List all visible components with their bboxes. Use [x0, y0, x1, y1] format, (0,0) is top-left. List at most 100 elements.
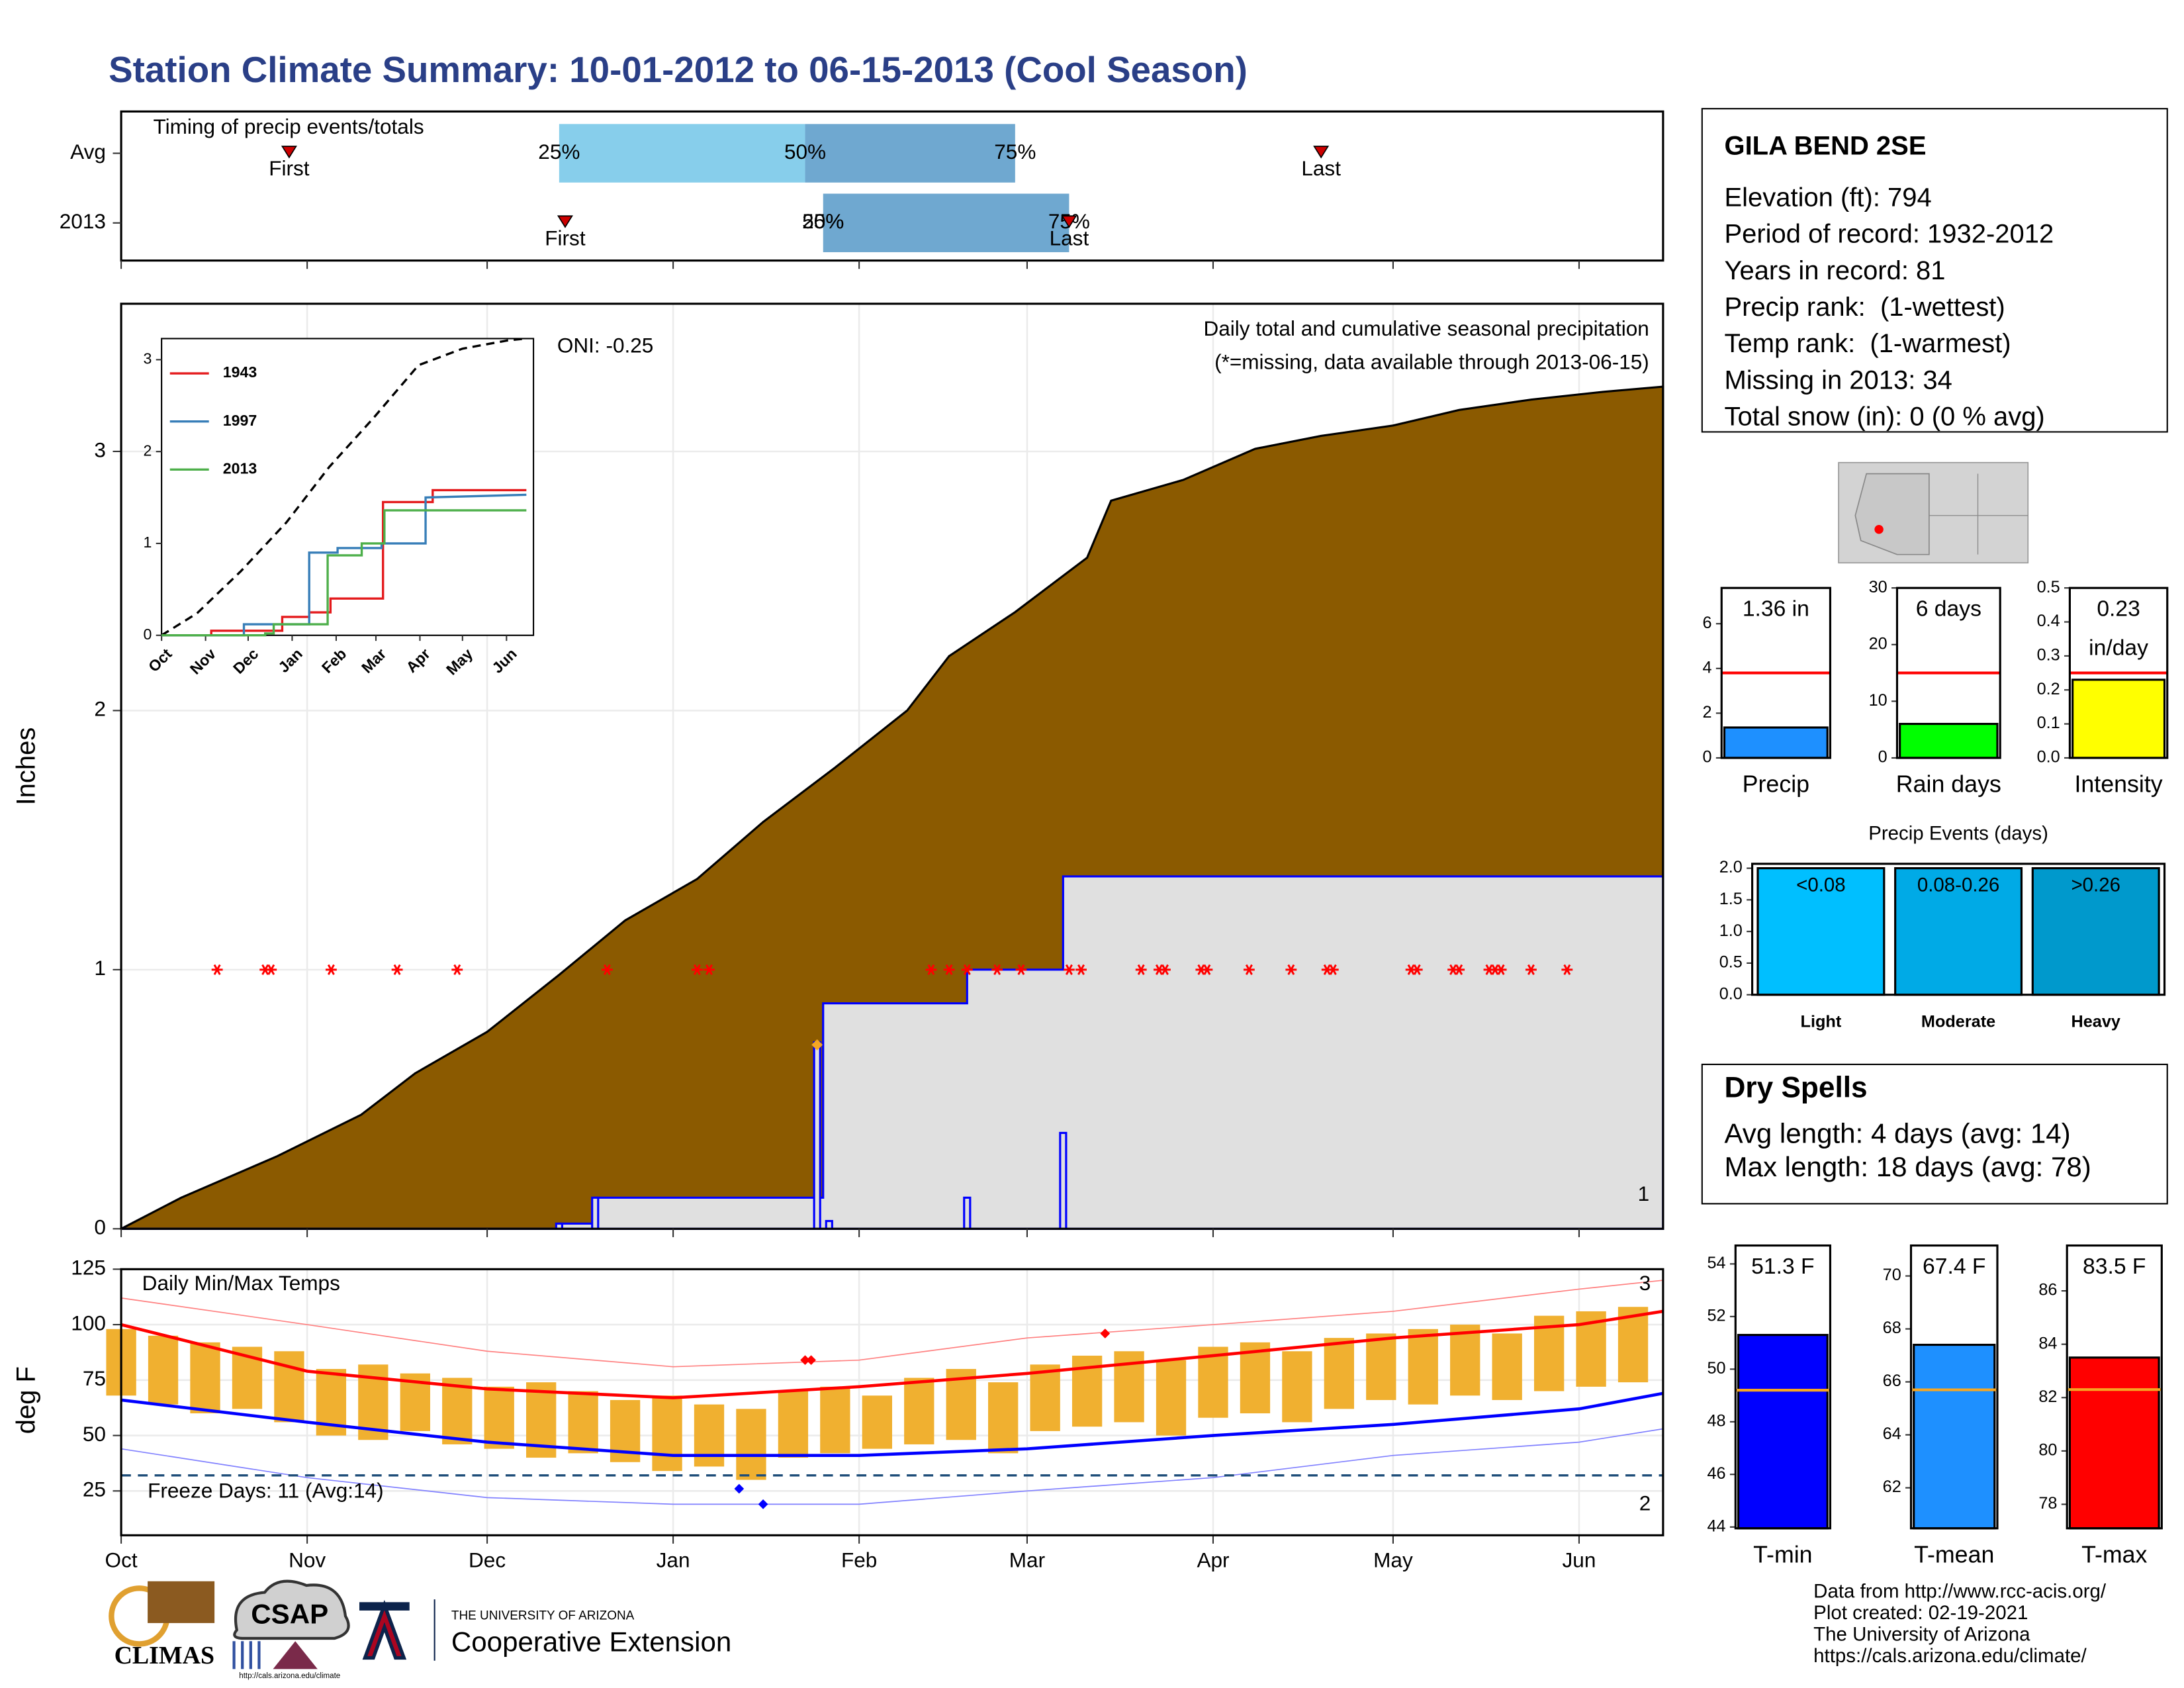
value-label: 6 days — [1916, 597, 1981, 622]
y-tick-label: 52 — [1707, 1307, 1725, 1325]
y-tick-label: 0 — [94, 1215, 106, 1239]
missing-marker — [961, 964, 973, 975]
value-label: 0.23 — [2097, 597, 2140, 622]
y-tick-label: 0.4 — [2037, 612, 2060, 630]
y-tick-label: 75 — [83, 1366, 106, 1390]
range-label: 0.08-0.26 — [1917, 874, 1999, 896]
y-tick-label: 80 — [2038, 1441, 2057, 1460]
y-tick-label: 66 — [1883, 1372, 1901, 1390]
temp-range-bar — [1408, 1329, 1438, 1405]
temp-range-bar — [778, 1391, 809, 1458]
x-tick-label: Apr — [1197, 1548, 1229, 1572]
csap-url: http://cals.arizona.edu/climate — [239, 1672, 340, 1680]
value-label: 67.4 F — [1923, 1254, 1985, 1279]
y-tick-label: 50 — [1707, 1359, 1725, 1378]
temp-range-bar — [694, 1404, 725, 1467]
missing-marker — [1561, 964, 1573, 975]
temp-range-bar — [988, 1382, 1019, 1454]
quantile-label: 75% — [994, 140, 1036, 164]
y-axis-label: deg F — [12, 1366, 41, 1434]
year-line — [161, 509, 527, 637]
missing-marker — [391, 964, 403, 975]
credit-line: The University of Arizona — [1813, 1624, 2030, 1646]
y-tick-label: 2 — [94, 697, 106, 721]
quantile-label: 25% — [802, 209, 844, 233]
y-axis-label: Inches — [12, 727, 41, 806]
record-min-line — [120, 1428, 1664, 1505]
y-tick-label: 1.0 — [1719, 921, 1743, 940]
last-marker — [1313, 146, 1330, 159]
temp-range-bar — [274, 1351, 304, 1423]
inset-y-tick-label: 2 — [144, 442, 152, 459]
missing-marker — [211, 964, 223, 975]
timing-title: Timing of precip events/totals — [154, 115, 424, 138]
university-name: THE UNIVERSITY OF ARIZONA — [451, 1609, 635, 1622]
record-marker — [806, 1355, 816, 1366]
map-borders — [1929, 473, 2028, 555]
dry-spells-title: Dry Spells — [1724, 1072, 1867, 1104]
station-location — [1874, 525, 1884, 534]
y-tick-label: 54 — [1707, 1254, 1725, 1272]
daily-bar — [591, 1196, 600, 1230]
row-label: Avg — [70, 140, 106, 164]
y-tick-label: 84 — [2038, 1334, 2057, 1352]
temp-range-bar — [148, 1335, 179, 1405]
quantile-bar — [823, 193, 1069, 252]
csap-emblem — [273, 1641, 318, 1669]
station-box — [1701, 108, 2168, 433]
average-line — [161, 337, 527, 637]
value-bar — [2071, 679, 2166, 759]
temp-range-bar — [1617, 1307, 1649, 1383]
missing-marker — [265, 964, 277, 975]
panel-label: Intensity — [2074, 771, 2162, 797]
last-label: Last — [1050, 226, 1089, 250]
temp-range-bar — [1030, 1364, 1060, 1431]
temp-range-bar — [1492, 1333, 1522, 1400]
temp-range-bar — [442, 1378, 473, 1444]
y-tick-label: 3 — [94, 438, 106, 461]
y-tick-label: 0.2 — [2037, 680, 2060, 698]
y-tick-label: 48 — [1707, 1411, 1725, 1430]
missing-marker — [991, 964, 1003, 975]
y-tick-label: 0.0 — [2037, 748, 2060, 767]
value-label: 51.3 F — [1751, 1254, 1814, 1279]
panel-border — [2068, 586, 2169, 759]
dry-spells-info: Max length: 18 days (avg: 78) — [1724, 1151, 2091, 1182]
year-line — [161, 493, 527, 637]
station-info: Total snow (in): 0 (0 % avg) — [1724, 402, 2044, 431]
temp-range-bar — [736, 1409, 766, 1480]
map-state — [1854, 473, 1930, 555]
chart-subtitle: (*=missing, data available through 2013-… — [1214, 350, 1649, 374]
panel-border — [1751, 863, 2166, 996]
panel-border — [2066, 1244, 2163, 1530]
temp-range-bar — [1240, 1342, 1271, 1414]
event-bar — [2031, 867, 2160, 996]
count-label: 1 — [1638, 1182, 1650, 1205]
event-bar — [1894, 867, 2023, 996]
y-tick-label: 62 — [1883, 1477, 1901, 1496]
temp-range-bar — [1156, 1360, 1187, 1436]
y-tick-label: 0 — [1702, 748, 1711, 767]
y-tick-label: 2 — [1702, 703, 1711, 722]
y-tick-label: 86 — [2038, 1281, 2057, 1299]
row-label: 2013 — [60, 209, 106, 233]
first-marker — [281, 146, 297, 159]
csap-logo-text: CSAP — [251, 1598, 328, 1629]
csap-emblem — [232, 1641, 261, 1669]
y-tick-label: 0.5 — [1719, 953, 1743, 972]
y-tick-label: 44 — [1707, 1517, 1725, 1535]
y-tick-label: 82 — [2038, 1387, 2057, 1406]
daily-bar — [825, 1219, 833, 1230]
record-marker — [800, 1355, 810, 1366]
station-info: Precip rank: (1-wettest) — [1724, 293, 2005, 322]
y-tick-label: 4 — [1702, 658, 1711, 677]
temp-range-bar — [1282, 1351, 1312, 1423]
y-tick-label: 2.0 — [1719, 858, 1743, 876]
station-info: Temp rank: (1-warmest) — [1724, 329, 2011, 358]
category-label: Heavy — [2071, 1012, 2120, 1031]
missing-marker — [601, 964, 613, 975]
temp-range-bar — [862, 1395, 892, 1449]
y-tick-label: 1 — [94, 956, 106, 980]
y-tick-label: 125 — [71, 1256, 106, 1280]
